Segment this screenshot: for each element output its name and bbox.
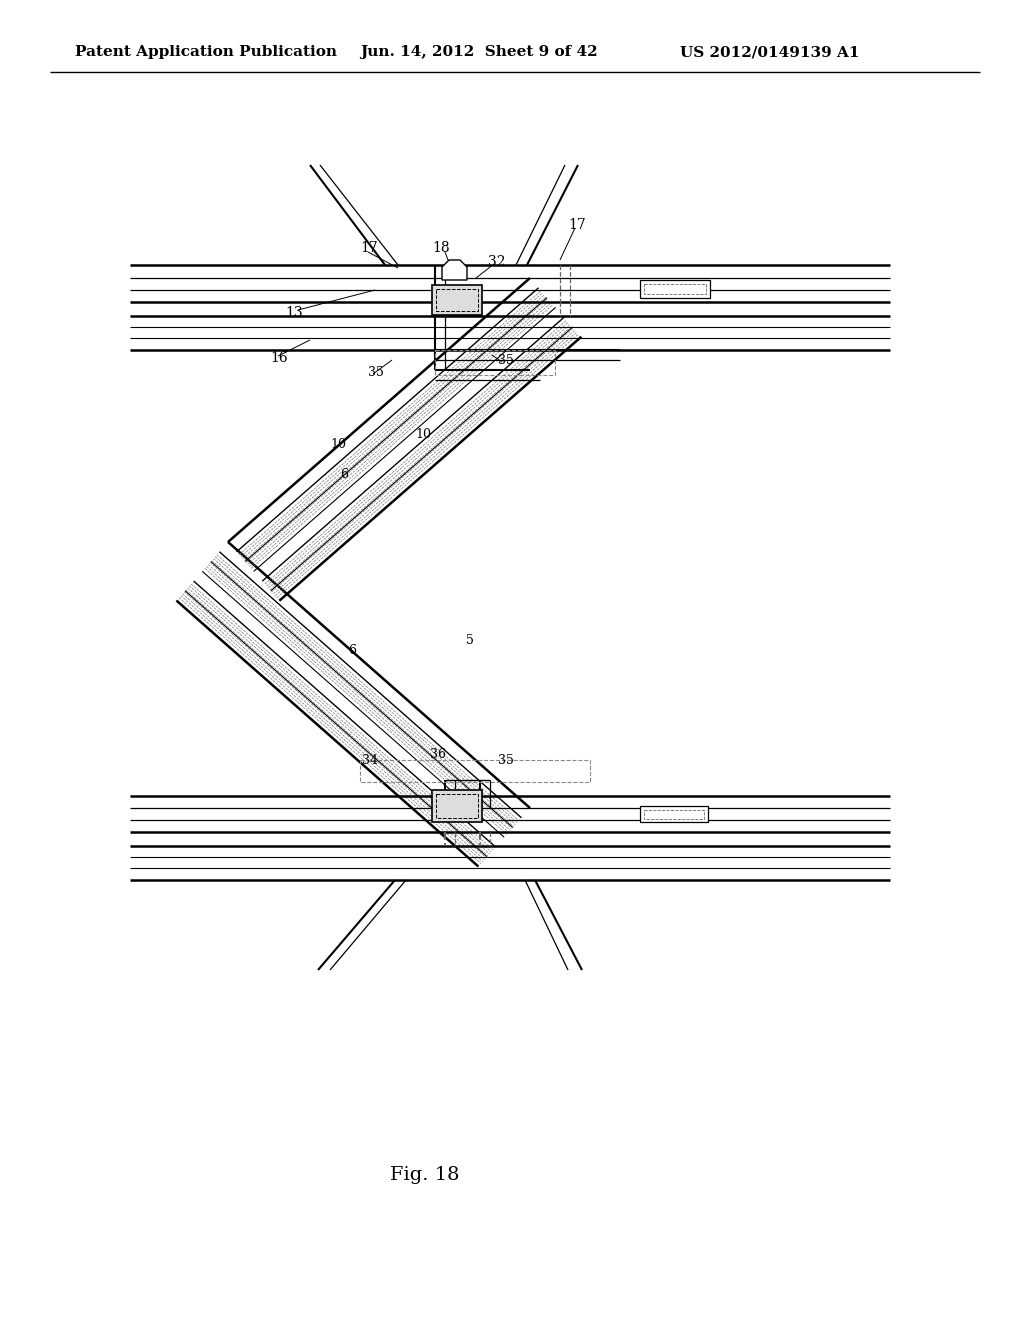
Bar xyxy=(432,789,482,822)
Text: 6: 6 xyxy=(340,469,348,482)
Bar xyxy=(432,285,482,315)
Text: 17: 17 xyxy=(360,242,378,255)
Text: US 2012/0149139 A1: US 2012/0149139 A1 xyxy=(680,45,859,59)
Text: Patent Application Publication: Patent Application Publication xyxy=(75,45,337,59)
Text: 17: 17 xyxy=(568,218,586,232)
Bar xyxy=(436,289,478,312)
Bar xyxy=(436,795,478,818)
Text: 5: 5 xyxy=(466,634,474,647)
Text: 32: 32 xyxy=(488,255,506,269)
Bar xyxy=(644,810,705,818)
Text: 34: 34 xyxy=(362,754,378,767)
Text: 16: 16 xyxy=(270,351,288,366)
Text: 10: 10 xyxy=(330,438,346,451)
Bar xyxy=(360,760,590,781)
Text: Fig. 18: Fig. 18 xyxy=(390,1166,460,1184)
Text: 18: 18 xyxy=(432,242,450,255)
Bar xyxy=(640,807,708,822)
Bar xyxy=(435,350,555,375)
Text: 35: 35 xyxy=(498,354,514,367)
Text: 35: 35 xyxy=(498,754,514,767)
Text: 10: 10 xyxy=(415,429,431,441)
Text: 36: 36 xyxy=(430,748,446,762)
Text: 6: 6 xyxy=(348,644,356,656)
Bar xyxy=(644,284,706,294)
Bar xyxy=(640,280,710,298)
Text: Jun. 14, 2012  Sheet 9 of 42: Jun. 14, 2012 Sheet 9 of 42 xyxy=(360,45,598,59)
Text: 13: 13 xyxy=(285,306,303,319)
Text: 35: 35 xyxy=(368,366,384,379)
Polygon shape xyxy=(442,260,467,280)
